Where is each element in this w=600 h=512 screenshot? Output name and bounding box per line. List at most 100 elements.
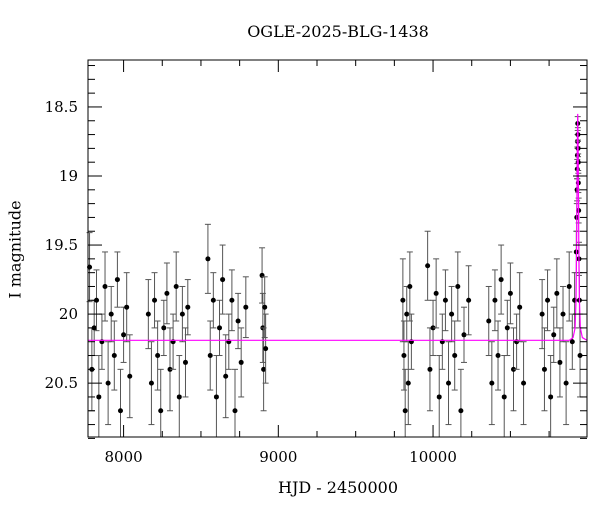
data-marker: [501, 394, 507, 400]
data-marker: [220, 277, 226, 283]
data-point: [204, 223, 211, 294]
data-marker: [161, 325, 167, 331]
data-marker: [173, 283, 179, 289]
chart-title: OGLE-2025-BLG-1438: [247, 22, 429, 41]
data-point: [182, 327, 189, 398]
data-marker: [402, 408, 408, 414]
data-marker: [407, 283, 413, 289]
data-point: [491, 269, 498, 332]
data-point: [436, 355, 443, 438]
data-marker: [442, 297, 448, 303]
data-marker: [557, 359, 563, 365]
data-marker: [164, 290, 170, 296]
data-marker: [148, 380, 154, 386]
data-point: [488, 341, 495, 426]
x-tick-label: 9000: [259, 448, 297, 466]
data-point: [126, 334, 133, 419]
data-marker: [121, 332, 127, 338]
data-point: [102, 251, 109, 322]
data-marker: [124, 304, 130, 310]
data-point: [520, 341, 527, 426]
data-marker: [405, 380, 411, 386]
y-tick-label: 20.5: [45, 374, 78, 392]
data-marker: [554, 290, 560, 296]
data-point: [399, 258, 406, 343]
data-marker: [145, 311, 151, 317]
data-point: [163, 262, 170, 325]
data-point: [448, 285, 455, 343]
x-axis-label: HJD - 2450000: [277, 478, 399, 497]
data-marker: [400, 297, 406, 303]
data-point: [148, 341, 155, 426]
y-tick-label: 19.5: [45, 236, 78, 254]
data-point: [117, 368, 124, 438]
data-marker: [541, 366, 547, 372]
data-marker: [495, 353, 501, 359]
data-point: [451, 320, 458, 391]
data-marker: [213, 394, 219, 400]
y-tick-label: 18.5: [45, 98, 78, 116]
data-point: [550, 306, 557, 363]
plot-frame: [87, 59, 588, 438]
data-marker: [466, 297, 472, 303]
data-marker: [486, 318, 492, 324]
data-marker: [127, 373, 133, 379]
data-marker: [511, 366, 517, 372]
data-marker: [560, 311, 566, 317]
data-marker: [210, 297, 216, 303]
data-marker: [446, 380, 452, 386]
data-marker: [489, 380, 495, 386]
data-point: [430, 299, 437, 357]
data-point: [510, 327, 517, 412]
data-marker: [108, 311, 114, 317]
data-marker: [232, 408, 238, 414]
data-point: [439, 313, 446, 370]
data-point: [98, 313, 105, 370]
data-point: [516, 272, 523, 343]
x-tick-label: 10000: [409, 448, 457, 466]
data-marker: [261, 366, 267, 372]
data-marker: [155, 353, 161, 359]
data-marker: [492, 297, 498, 303]
data-point: [465, 265, 472, 336]
data-point: [442, 269, 449, 332]
data-marker: [105, 380, 111, 386]
data-marker: [507, 290, 513, 296]
data-point: [93, 269, 100, 332]
y-axis-label: I magnitude: [5, 200, 25, 299]
data-marker: [449, 311, 455, 317]
data-marker: [452, 353, 458, 359]
data-point: [560, 285, 567, 343]
data-marker: [117, 408, 123, 414]
data-marker: [114, 277, 120, 283]
data-point: [120, 306, 127, 363]
data-point: [457, 368, 464, 438]
data-point: [454, 251, 461, 322]
data-point: [238, 327, 245, 398]
data-point: [222, 334, 229, 419]
data-point: [262, 313, 269, 384]
data-point: [495, 320, 502, 391]
data-point: [566, 251, 573, 322]
data-marker: [152, 297, 158, 303]
data-point: [108, 285, 115, 343]
data-point: [225, 313, 232, 370]
data-point: [145, 279, 152, 350]
data-point: [242, 276, 249, 339]
data-point: [406, 251, 413, 322]
data-point: [184, 279, 191, 336]
data-marker: [436, 394, 442, 400]
data-point: [235, 292, 242, 350]
data-point: [160, 299, 167, 357]
data-point: [539, 279, 546, 350]
data-point: [114, 251, 121, 308]
data-marker: [96, 394, 102, 400]
data-point: [547, 355, 554, 438]
data-point: [111, 320, 118, 391]
data-point: [424, 230, 431, 301]
data-point: [95, 355, 102, 438]
data-marker: [521, 380, 527, 386]
data-marker: [102, 283, 108, 289]
data-marker: [158, 408, 164, 414]
data-marker: [504, 325, 510, 331]
